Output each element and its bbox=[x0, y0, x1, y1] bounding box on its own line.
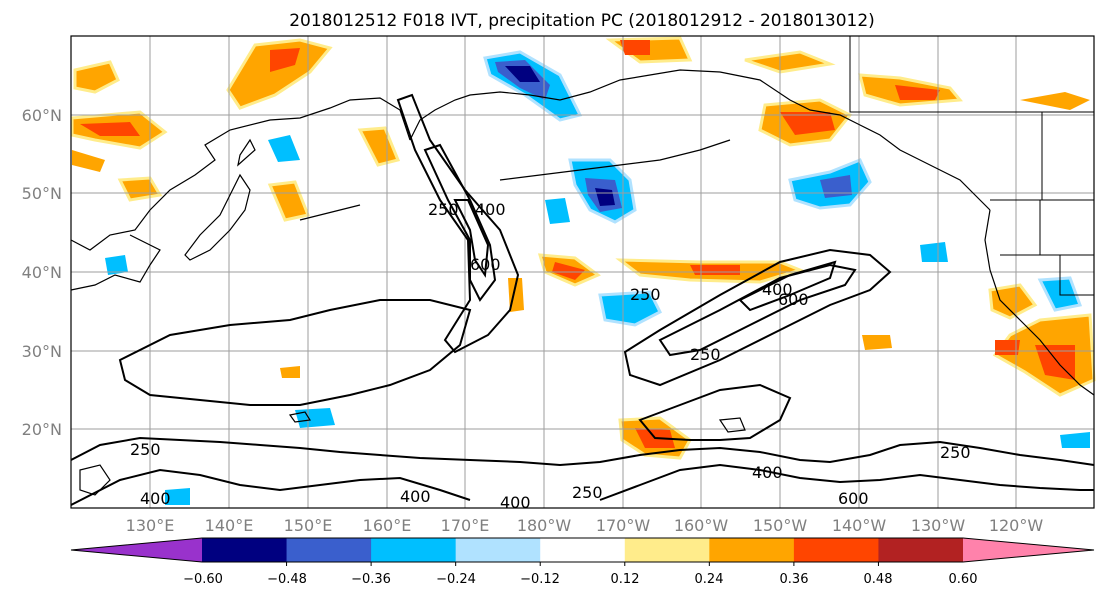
lon-tick-label: 150°E bbox=[284, 516, 333, 535]
longitude-labels: 130°E 140°E 150°E 160°E 170°E 180°W 170°… bbox=[126, 516, 1044, 535]
contour-label: 250 bbox=[690, 345, 721, 364]
contour-label: 250 bbox=[630, 285, 661, 304]
colorbar-tick-label: −0.24 bbox=[436, 572, 476, 587]
contour-label: 400 bbox=[475, 200, 506, 219]
contour-label: 600 bbox=[778, 290, 809, 309]
lon-tick-label: 140°E bbox=[205, 516, 254, 535]
contour-label: 600 bbox=[470, 255, 501, 274]
lat-tick-label: 40°N bbox=[22, 263, 62, 282]
colorbar-tick-label: 0.24 bbox=[695, 572, 724, 587]
lon-tick-label: 160°E bbox=[363, 516, 412, 535]
contour-label: 250 bbox=[130, 440, 161, 459]
colorbar-extend-high bbox=[963, 538, 1094, 562]
colorbar-tick-label: 0.12 bbox=[611, 572, 640, 587]
colorbar-segment bbox=[709, 538, 795, 562]
colorbar-tick-label: −0.60 bbox=[183, 572, 223, 587]
colorbar-tick-labels: −0.60 −0.48 −0.36 −0.24 −0.12 0.12 0.24 … bbox=[183, 572, 977, 587]
colorbar-segment bbox=[540, 538, 626, 562]
latitude-labels: 20°N 30°N 40°N 50°N 60°N bbox=[22, 106, 62, 439]
contour-label: 400 bbox=[400, 487, 431, 506]
contour-label: 400 bbox=[140, 489, 171, 508]
colorbar-segment bbox=[878, 538, 964, 562]
lon-tick-label: 170°E bbox=[441, 516, 490, 535]
lon-tick-label: 130°W bbox=[911, 516, 966, 535]
contour-label: 400 bbox=[752, 463, 783, 482]
contour-label: 250 bbox=[572, 483, 603, 502]
precip-positive-anomalies bbox=[70, 36, 1096, 460]
lon-tick-label: 120°W bbox=[989, 516, 1044, 535]
contour-label: 250 bbox=[940, 443, 971, 462]
lon-tick-label: 160°W bbox=[674, 516, 729, 535]
lon-tick-label: 150°W bbox=[753, 516, 808, 535]
lat-tick-label: 20°N bbox=[22, 420, 62, 439]
precip-negative-anomalies bbox=[105, 50, 1090, 505]
lon-tick-label: 130°E bbox=[126, 516, 175, 535]
colorbar-tick-label: −0.48 bbox=[267, 572, 307, 587]
colorbar-segment bbox=[793, 538, 879, 562]
lon-tick-label: 180°W bbox=[517, 516, 572, 535]
coastlines bbox=[70, 69, 1095, 496]
colorbar-ticks bbox=[286, 562, 879, 566]
borders bbox=[849, 36, 1094, 296]
lat-tick-label: 60°N bbox=[22, 106, 62, 125]
ivt-contours bbox=[70, 93, 1095, 506]
map-panel: 250 250 250 250 250 250 400 400 400 400 … bbox=[70, 35, 1096, 512]
colorbar-tick-label: −0.12 bbox=[520, 572, 560, 587]
figure-title: 2018012512 F018 IVT, precipitation PC (2… bbox=[289, 11, 875, 31]
colorbar-segments bbox=[70, 537, 1095, 563]
lat-tick-label: 50°N bbox=[22, 184, 62, 203]
colorbar-segment bbox=[624, 538, 710, 562]
colorbar-tick-label: 0.36 bbox=[780, 572, 809, 587]
contour-label: 600 bbox=[838, 489, 869, 508]
map-gridlines bbox=[71, 36, 1094, 508]
colorbar-segment bbox=[371, 538, 457, 562]
lat-tick-label: 30°N bbox=[22, 342, 62, 361]
contour-label: 400 bbox=[762, 280, 793, 299]
contour-label: 250 bbox=[428, 200, 459, 219]
lon-tick-label: 140°W bbox=[832, 516, 887, 535]
lon-tick-label: 170°W bbox=[596, 516, 651, 535]
colorbar-outline bbox=[70, 537, 1095, 563]
map-frame bbox=[70, 35, 1095, 509]
colorbar-segment bbox=[202, 538, 288, 562]
contour-label: 400 bbox=[500, 493, 531, 512]
colorbar-tick-label: 0.48 bbox=[864, 572, 893, 587]
colorbar: −0.60 −0.48 −0.36 −0.24 −0.12 0.12 0.24 … bbox=[70, 537, 1095, 587]
colorbar-extend-low bbox=[71, 538, 202, 562]
colorbar-segment bbox=[455, 538, 541, 562]
colorbar-tick-label: 0.60 bbox=[949, 572, 978, 587]
contour-labels: 250 250 250 250 250 250 400 400 400 400 … bbox=[130, 200, 971, 512]
colorbar-tick-label: −0.36 bbox=[351, 572, 391, 587]
colorbar-segment bbox=[286, 538, 372, 562]
